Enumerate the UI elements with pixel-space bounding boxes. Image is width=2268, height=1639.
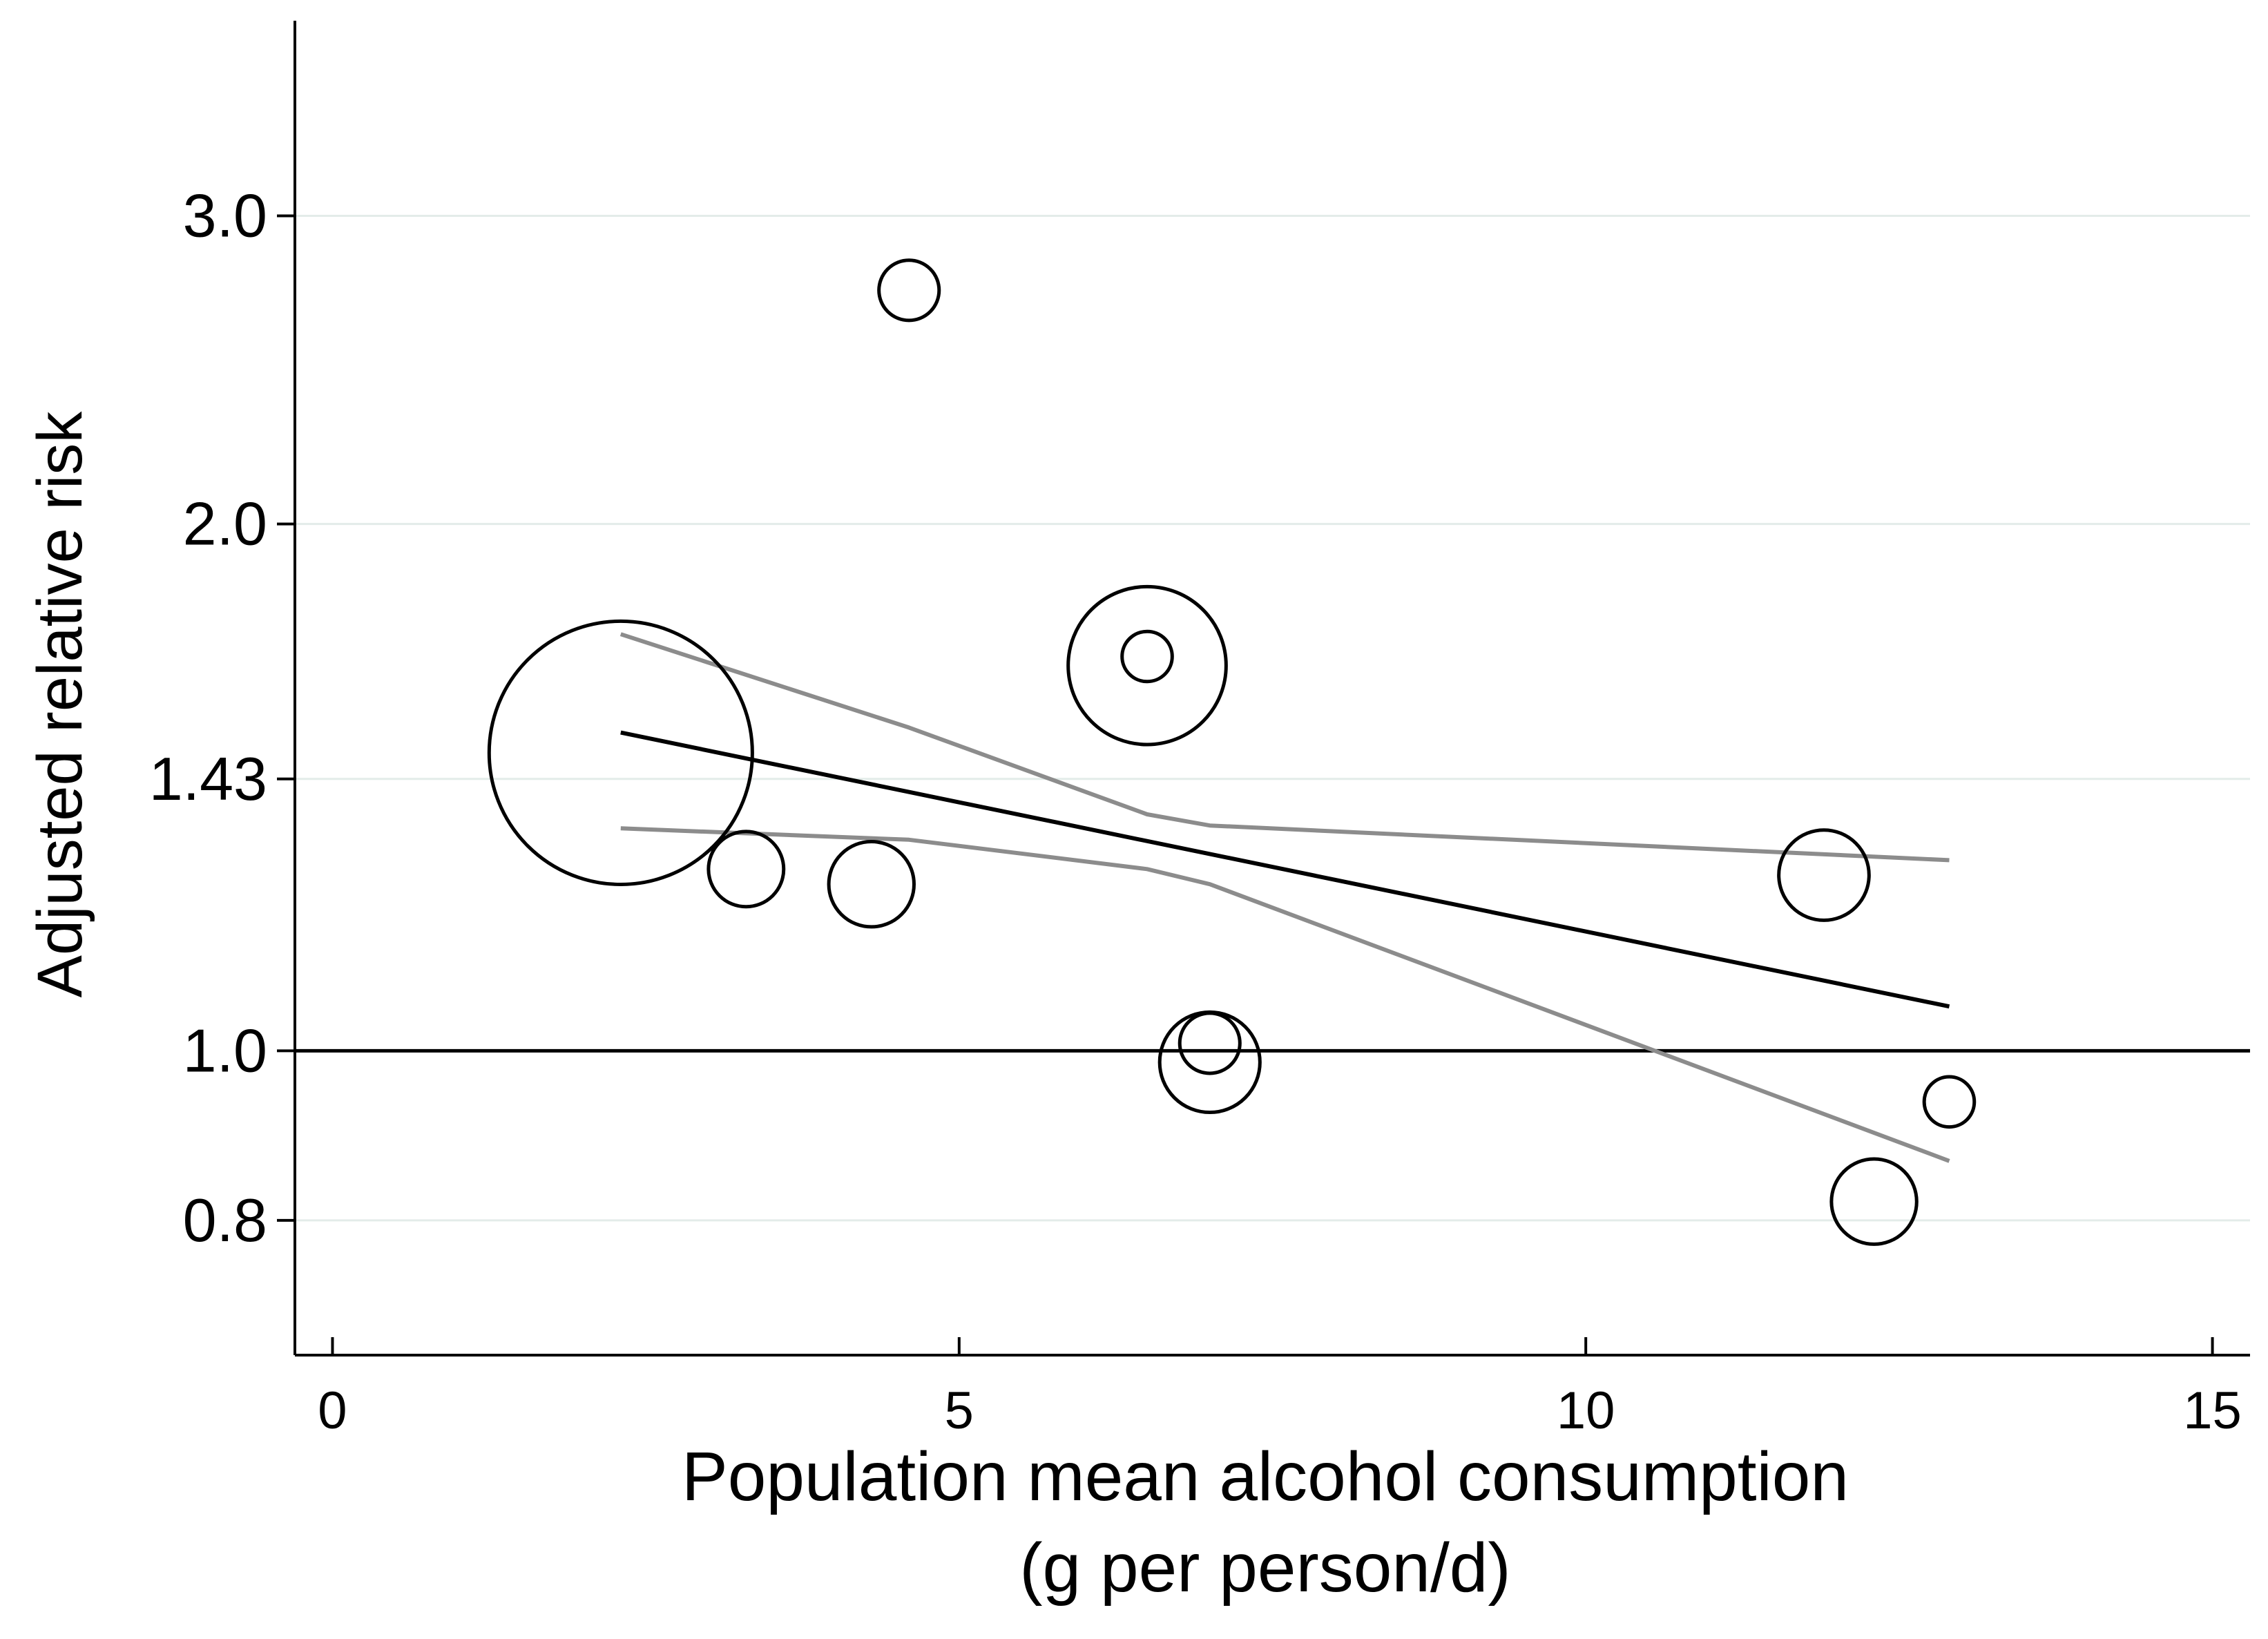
data-point	[1120, 629, 1174, 684]
data-point	[487, 619, 754, 887]
data-point	[877, 258, 941, 323]
data-points	[487, 258, 1977, 1246]
axis-labels: 0.8 1.0 1.43 2.0 3.0 0 5 10 15 Adjusted relative …	[25, 181, 2242, 1607]
y-tick-label: 0.8	[183, 1186, 267, 1254]
y-tick-label: 3.0	[183, 181, 267, 249]
data-point	[1066, 584, 1228, 747]
data-point	[707, 830, 786, 909]
gridlines	[295, 214, 2250, 1222]
fitted-line	[620, 730, 1950, 1009]
y-tick-label: 1.43	[149, 745, 267, 813]
x-tick-label: 0	[318, 1381, 347, 1440]
data-point	[1178, 1011, 1242, 1075]
x-axis-title-line1: Population mean alcohol consumption	[682, 1438, 1849, 1515]
data-point	[1922, 1075, 1977, 1129]
lower-ci-line	[620, 826, 1950, 1163]
axes	[277, 21, 2250, 1357]
x-tick-label: 15	[2183, 1381, 2242, 1440]
y-axis-title: Adjusted relative risk	[25, 411, 95, 998]
x-tick-label: 5	[945, 1381, 974, 1440]
data-point	[1829, 1157, 1919, 1246]
data-point	[827, 840, 916, 929]
y-tick-label: 2.0	[183, 490, 267, 558]
upper-ci-line	[619, 632, 1950, 863]
x-tick-label: 10	[1557, 1381, 1615, 1440]
y-tick-label: 1.0	[183, 1016, 267, 1084]
data-point	[1777, 828, 1871, 922]
data-point	[1157, 1010, 1262, 1115]
fit-lines	[295, 632, 2250, 1163]
x-axis-title-line2: (g per person/d)	[1019, 1529, 1510, 1607]
